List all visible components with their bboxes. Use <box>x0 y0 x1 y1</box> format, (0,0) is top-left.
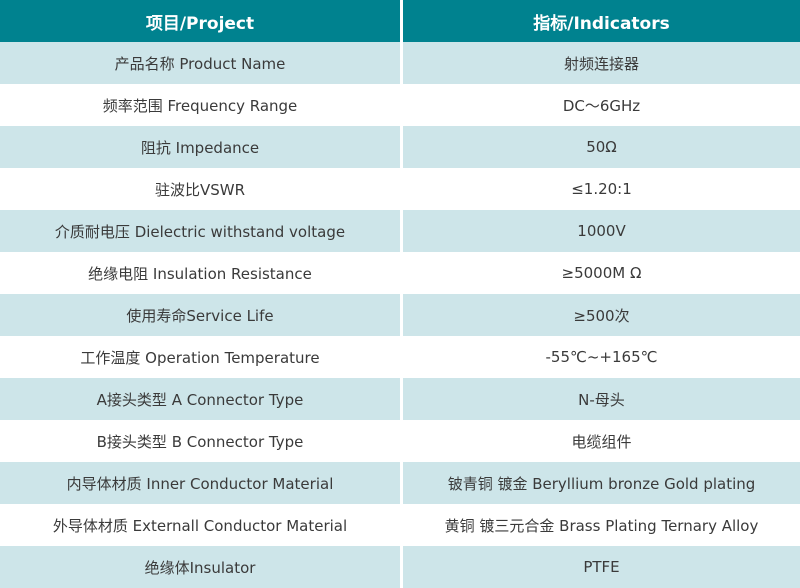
indicator-cell: -55℃~+165℃ <box>545 348 658 366</box>
header-indicators: 指标/Indicators <box>533 13 670 34</box>
project-cell: 产品名称 Product Name <box>114 54 286 73</box>
indicator-cell: 1000V <box>577 222 626 240</box>
column-divider <box>400 378 403 420</box>
column-divider <box>400 84 403 126</box>
column-divider <box>400 504 403 546</box>
table-header-row: 项目/Project 指标/Indicators <box>0 0 800 42</box>
table-row: 工作温度 Operation Temperature -55℃~+165℃ <box>0 336 800 378</box>
project-cell: 工作温度 Operation Temperature <box>80 348 320 367</box>
table-row: 外导体材质 Externall Conductor Material 黄铜 镀三… <box>0 504 800 546</box>
column-divider <box>400 546 403 588</box>
column-divider <box>400 336 403 378</box>
table-row: 绝缘体Insulator PTFE <box>0 546 800 588</box>
project-cell: 使用寿命Service Life <box>126 306 274 325</box>
project-cell: 驻波比VSWR <box>154 180 246 199</box>
indicator-cell: 50Ω <box>586 138 617 156</box>
table-row: 使用寿命Service Life ≥500次 <box>0 294 800 336</box>
table-row: 频率范围 Frequency Range DC～6GHz <box>0 84 800 126</box>
table-row: 产品名称 Product Name 射频连接器 <box>0 42 800 84</box>
indicator-cell: ≤1.20:1 <box>571 180 632 198</box>
indicator-cell: 射频连接器 <box>563 54 639 73</box>
project-cell: 内导体材质 Inner Conductor Material <box>66 474 334 493</box>
column-divider <box>400 462 403 504</box>
column-divider <box>400 168 403 210</box>
project-cell: A接头类型 A Connector Type <box>96 390 304 409</box>
column-divider <box>400 294 403 336</box>
header-project: 项目/Project <box>145 13 255 34</box>
indicator-cell: 电缆组件 <box>571 432 632 451</box>
project-cell: 绝缘体Insulator <box>144 558 256 577</box>
project-cell: 介质耐电压 Dielectric withstand voltage <box>54 222 346 241</box>
indicator-cell: 铍青铜 镀金 Beryllium bronze Gold plating <box>447 474 756 493</box>
table-row: 内导体材质 Inner Conductor Material 铍青铜 镀金 Be… <box>0 462 800 504</box>
table-row: 阻抗 Impedance 50Ω <box>0 126 800 168</box>
indicator-cell: ≥5000M Ω <box>561 264 642 282</box>
indicator-cell: ≥500次 <box>573 306 630 325</box>
indicator-cell: 黄铜 镀三元合金 Brass Plating Ternary Alloy <box>444 516 759 535</box>
project-cell: 阻抗 Impedance <box>140 138 260 157</box>
column-divider <box>400 126 403 168</box>
table-row: 驻波比VSWR ≤1.20:1 <box>0 168 800 210</box>
column-divider <box>400 420 403 462</box>
project-cell: 外导体材质 Externall Conductor Material <box>52 516 348 535</box>
column-divider <box>400 210 403 252</box>
indicator-cell: PTFE <box>583 558 620 576</box>
project-cell: 频率范围 Frequency Range <box>102 96 298 115</box>
column-divider <box>400 0 403 42</box>
table-row: 介质耐电压 Dielectric withstand voltage 1000V <box>0 210 800 252</box>
indicator-cell: N-母头 <box>578 390 625 409</box>
project-cell: B接头类型 B Connector Type <box>96 432 304 451</box>
indicator-cell: DC～6GHz <box>562 96 641 115</box>
table-row: B接头类型 B Connector Type 电缆组件 <box>0 420 800 462</box>
project-cell: 绝缘电阻 Insulation Resistance <box>88 264 312 283</box>
table-row: A接头类型 A Connector Type N-母头 <box>0 378 800 420</box>
column-divider <box>400 42 403 84</box>
table-row: 绝缘电阻 Insulation Resistance ≥5000M Ω <box>0 252 800 294</box>
column-divider <box>400 252 403 294</box>
